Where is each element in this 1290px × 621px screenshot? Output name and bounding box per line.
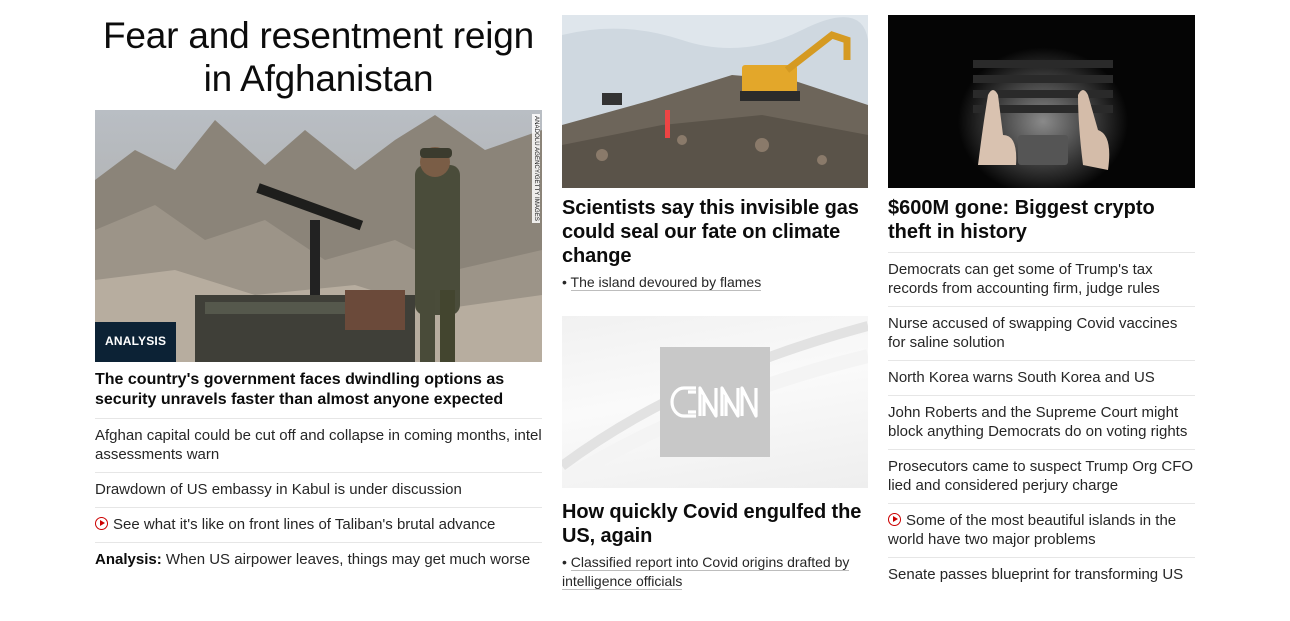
list-item[interactable]: Democrats can get some of Trump's tax re… (888, 252, 1195, 306)
cnn-logo-icon (670, 386, 758, 418)
analysis-badge: ANALYSIS (95, 322, 177, 362)
soldier-photo (95, 110, 542, 362)
list-item-link[interactable]: See what it's like on front lines of Tal… (113, 516, 496, 533)
lead-headline[interactable]: The country's government faces dwindling… (95, 371, 505, 408)
climate-sub-link[interactable]: • The island devoured by flames (562, 274, 762, 291)
list-item[interactable]: North Korea warns South Korea and US (888, 360, 1195, 395)
video-play-icon (95, 517, 108, 530)
video-play-icon (888, 513, 901, 526)
list-item-link[interactable]: Afghan capital could be cut off and coll… (95, 427, 542, 463)
top-stories-list: Democrats can get some of Trump's tax re… (888, 252, 1195, 592)
list-item-link[interactable]: North Korea warns South Korea and US (888, 369, 1155, 386)
sub-link-text[interactable]: The island devoured by flames (570, 274, 762, 291)
excavator-photo (562, 15, 868, 188)
list-item[interactable]: Nurse accused of swapping Covid vaccines… (888, 306, 1195, 360)
covid-story-headline[interactable]: How quickly Covid engulfed the US, again (562, 501, 862, 547)
laptop-hands-photo (888, 15, 1195, 188)
right-column: $600M gone: Biggest crypto theft in hist… (888, 0, 1195, 592)
list-item[interactable]: Afghan capital could be cut off and coll… (95, 418, 542, 472)
crypto-image[interactable] (888, 15, 1195, 188)
list-item[interactable]: See what it's like on front lines of Tal… (95, 507, 542, 542)
sub-link-text[interactable]: Classified report into Covid origins dra… (562, 554, 850, 590)
list-item-link[interactable]: When US airpower leaves, things may get … (161, 551, 531, 568)
hero-image[interactable]: ANADOLU AGENCY/GETTY IMAGES ANALYSIS (95, 110, 542, 362)
list-item[interactable]: Analysis: When US airpower leaves, thing… (95, 542, 542, 577)
landfill-image[interactable] (562, 15, 868, 188)
list-item[interactable]: Some of the most beautiful islands in th… (888, 503, 1195, 557)
lead-story-column: Fear and resentment reign in Afghanistan (95, 0, 542, 577)
related-links-list: Afghan capital could be cut off and coll… (95, 418, 542, 577)
list-item-link[interactable]: Nurse accused of swapping Covid vaccines… (888, 315, 1178, 351)
list-item-link[interactable]: John Roberts and the Supreme Court might… (888, 404, 1188, 440)
list-item[interactable]: Senate passes blueprint for transforming… (888, 557, 1195, 592)
hero-headline-link[interactable]: Fear and resentment reign in Afghanistan (102, 15, 534, 99)
climate-story-headline[interactable]: Scientists say this invisible gas could … (562, 197, 859, 267)
middle-column: Scientists say this invisible gas could … (562, 0, 868, 591)
analysis-label: Analysis: (95, 551, 162, 568)
cnn-placeholder-image[interactable] (562, 316, 868, 488)
list-item-link[interactable]: Democrats can get some of Trump's tax re… (888, 261, 1160, 297)
list-item-link[interactable]: Some of the most beautiful islands in th… (888, 512, 1177, 548)
list-item-link[interactable]: Prosecutors came to suspect Trump Org CF… (888, 458, 1194, 494)
list-item[interactable]: Prosecutors came to suspect Trump Org CF… (888, 449, 1195, 503)
list-item[interactable]: Drawdown of US embassy in Kabul is under… (95, 472, 542, 507)
crypto-story-headline[interactable]: $600M gone: Biggest crypto theft in hist… (888, 197, 1155, 243)
cnn-logo (660, 347, 770, 457)
list-item[interactable]: John Roberts and the Supreme Court might… (888, 395, 1195, 449)
list-item-link[interactable]: Senate passes blueprint for transforming… (888, 566, 1184, 583)
image-credit: ANADOLU AGENCY/GETTY IMAGES (532, 114, 540, 223)
list-item-link[interactable]: Drawdown of US embassy in Kabul is under… (95, 481, 462, 498)
hero-headline[interactable]: Fear and resentment reign in Afghanistan (95, 14, 542, 100)
covid-sub-link[interactable]: • Classified report into Covid origins d… (562, 554, 850, 590)
